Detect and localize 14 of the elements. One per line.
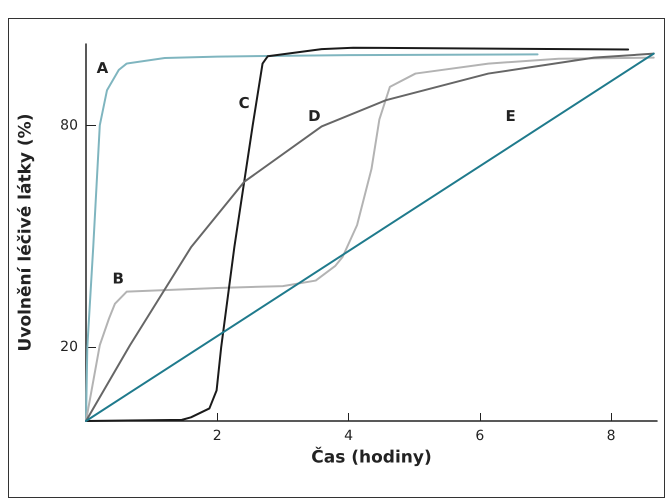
y-tick-label: 80 xyxy=(60,117,78,134)
series-label: E xyxy=(506,107,516,126)
x-tick-label: 2 xyxy=(212,428,222,444)
x-tick-label: 8 xyxy=(606,428,616,444)
line-series xyxy=(85,53,539,422)
series-label: C xyxy=(238,94,250,112)
y-axis-title: Uvolnění léčivé látky (%) xyxy=(16,114,36,352)
x-axis-title: Čas (hodiny) xyxy=(311,446,432,468)
series-label: B xyxy=(112,270,124,288)
series-label: A xyxy=(96,59,109,78)
series-label: D xyxy=(308,107,321,126)
y-tick-label: 20 xyxy=(60,339,78,356)
x-tick-label: 4 xyxy=(344,428,354,444)
x-tick-label: 6 xyxy=(475,428,484,444)
